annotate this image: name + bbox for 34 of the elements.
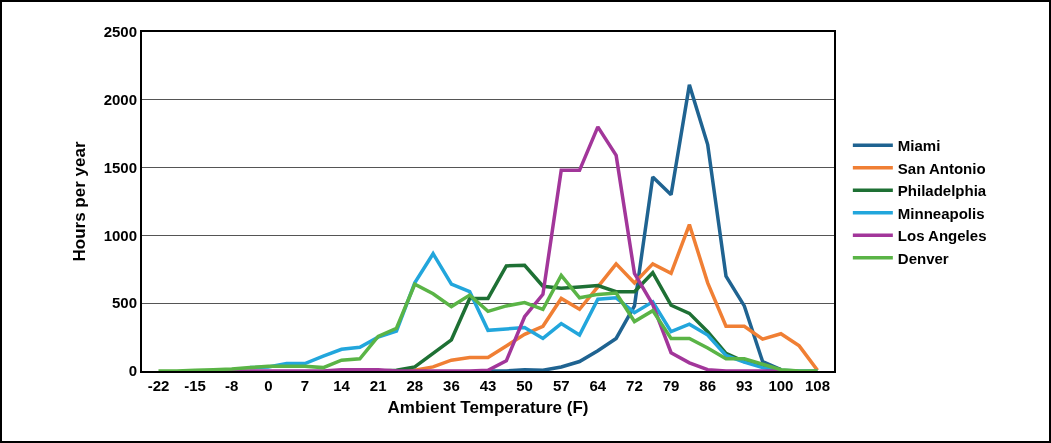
x-tick-label: 28 [406,377,424,394]
x-tick-label: 7 [300,377,310,394]
x-tick-label: 100 [768,377,794,394]
x-tick-label: -22 [147,377,170,394]
legend-label: Denver [897,249,949,267]
x-tick-label: 93 [735,377,753,394]
legend-label: Philadelphia [897,182,987,200]
x-tick-label: -15 [184,377,206,394]
x-axis-title: Ambient Temperature (F) [387,397,589,417]
x-tick-label: 21 [369,377,387,394]
legend-label: Los Angeles [897,227,987,245]
legend-label: Miami [897,137,941,155]
legend-label: San Antonio [897,159,986,177]
x-tick-label: 50 [516,377,533,394]
y-tick-label: 2500 [103,23,137,41]
x-tick-label: 14 [333,377,351,394]
y-tick-label: 2000 [103,91,137,109]
x-tick-label: 0 [264,377,273,394]
x-tick-label: 64 [589,377,607,394]
line-series [156,273,820,371]
y-tick-label: 0 [128,362,137,380]
x-tick-label: 108 [805,377,831,394]
legend-label: Minneapolis [897,204,985,222]
x-tick-label: 43 [479,377,497,394]
y-tick-label: 1500 [103,158,137,176]
x-tick-label: 36 [443,377,460,394]
x-tick-label: -8 [225,377,239,394]
x-tick-label: 86 [699,377,717,394]
y-tick-label: 1000 [103,226,137,244]
y-axis-title: Hours per year [69,141,89,262]
x-tick-label: 72 [626,377,643,394]
x-tick-label: 57 [552,377,570,394]
y-tick-label: 500 [111,294,137,312]
x-tick-label: 79 [662,377,680,394]
